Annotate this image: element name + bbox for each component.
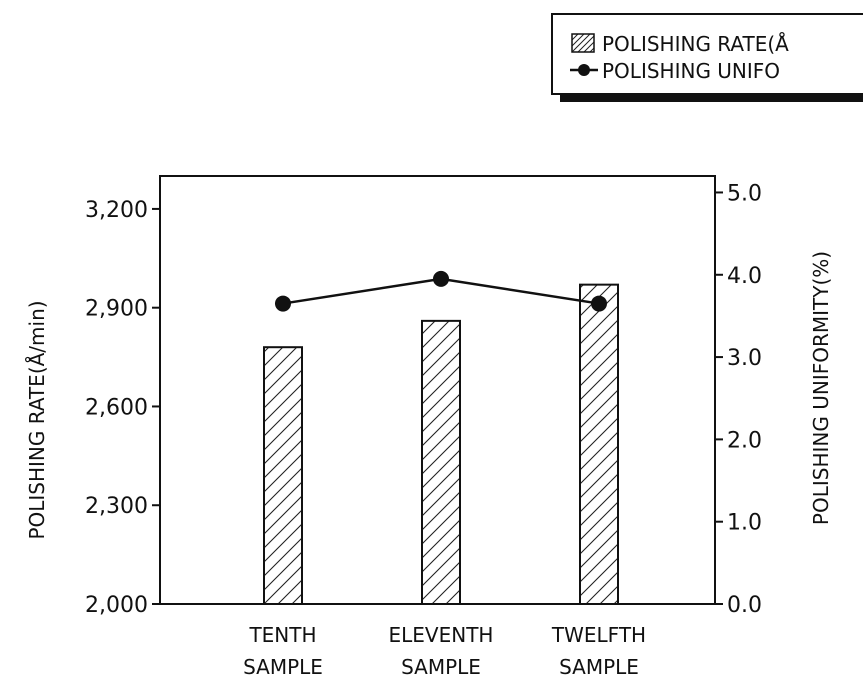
y-tick-label: 3,200 [85,198,148,223]
y-axis-title: POLISHING RATE(Å/min) [25,300,49,539]
y2-tick-label: 4.0 [727,264,762,289]
legend-swatch-rate [572,34,594,52]
y2-axis-ticks: 0.0 1.0 2.0 3.0 4.0 5.0 [715,181,762,618]
y2-tick-label: 2.0 [727,428,762,453]
bar-polishing-rate [580,285,618,604]
y2-axis-title: POLISHING UNIFORMITY(%) [809,251,833,525]
uniformity-point [591,296,607,312]
legend-label-uniformity: POLISHING UNIFO [602,59,780,83]
category-label: TWELFTH [551,623,646,647]
y-tick-label: 2,900 [85,297,148,322]
y-tick-label: 2,000 [85,593,148,618]
uniformity-point [275,296,291,312]
y-tick-label: 2,600 [85,395,148,420]
uniformity-point [433,271,449,287]
bar-polishing-rate [422,321,460,604]
category-label: TENTH [248,623,316,647]
y2-tick-label: 5.0 [727,181,762,206]
legend-label-rate: POLISHING RATE(Å [602,32,789,56]
uniformity-series [275,271,607,312]
y2-tick-label: 0.0 [727,593,762,618]
category-label: SAMPLE [559,655,639,679]
category-labels: TENTH SAMPLE ELEVENTH SAMPLE TWELFTH SAMPLE [243,623,646,679]
category-label: ELEVENTH [389,623,494,647]
bar-polishing-rate [264,347,302,604]
category-label: SAMPLE [401,655,481,679]
y-tick-label: 2,300 [85,494,148,519]
legend: POLISHING RATE(Å POLISHING UNIFO [552,14,863,102]
legend-swatch-uniformity-marker [578,64,590,76]
y2-tick-label: 1.0 [727,511,762,536]
bar-series [264,285,618,604]
y2-tick-label: 3.0 [727,346,762,371]
category-label: SAMPLE [243,655,323,679]
y-axis-ticks: 2,000 2,300 2,600 2,900 3,200 [85,198,160,618]
